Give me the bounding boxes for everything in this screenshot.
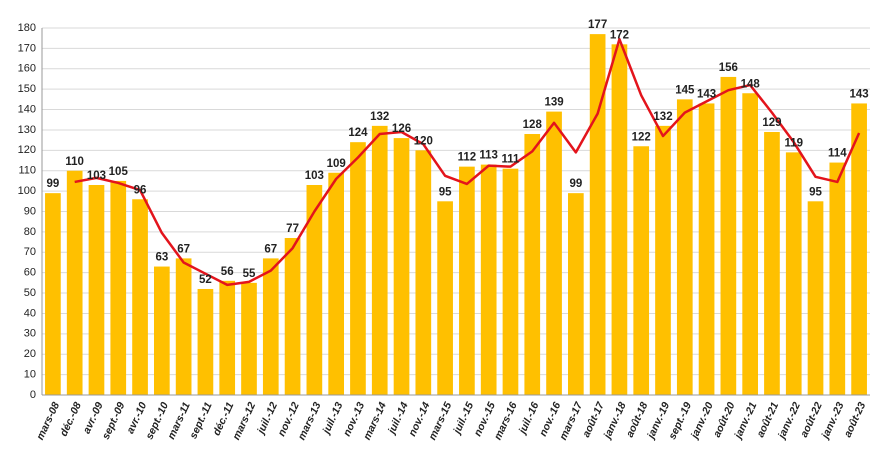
value-label: 126	[392, 123, 411, 135]
bar	[241, 282, 257, 395]
bar	[45, 193, 61, 395]
bar	[328, 172, 345, 395]
value-label: 95	[439, 186, 452, 198]
y-tick-label: 90	[24, 205, 36, 217]
value-label: 103	[305, 170, 324, 182]
bar	[371, 125, 388, 395]
y-tick-label: 30	[24, 328, 36, 340]
y-tick-label: 70	[24, 246, 36, 258]
bar	[219, 280, 236, 395]
bar	[502, 168, 519, 395]
bar	[197, 288, 214, 395]
bar	[655, 125, 671, 395]
value-label: 103	[87, 170, 106, 182]
y-tick-label: 40	[24, 307, 36, 319]
bar	[785, 152, 802, 395]
y-tick-label: 60	[24, 267, 36, 279]
bar	[546, 111, 562, 395]
x-tick-label: mars-08	[34, 400, 62, 442]
value-label: 132	[370, 111, 389, 123]
y-tick-label: 150	[18, 83, 36, 95]
bar	[88, 184, 105, 395]
value-label: 148	[741, 78, 761, 90]
bar	[110, 180, 127, 395]
value-label: 128	[523, 119, 543, 131]
value-label: 114	[828, 148, 847, 160]
value-label: 52	[199, 274, 212, 286]
value-label: 143	[850, 88, 869, 100]
value-label: 109	[327, 158, 346, 170]
line	[74, 37, 861, 287]
bar	[676, 99, 693, 395]
y-tick-label: 80	[24, 226, 36, 238]
bar	[633, 146, 650, 395]
value-label: 122	[632, 131, 651, 143]
value-label: 55	[243, 268, 256, 280]
value-label: 143	[697, 88, 716, 100]
value-label: 63	[155, 252, 168, 264]
y-tick-label: 180	[18, 22, 36, 34]
y-tick-label: 20	[24, 348, 36, 360]
value-label: 124	[348, 127, 368, 139]
value-label: 77	[286, 223, 299, 235]
value-label: 119	[784, 137, 803, 149]
value-label: 99	[46, 178, 59, 190]
y-tick-label: 160	[18, 63, 36, 75]
value-label: 132	[653, 111, 672, 123]
bar	[393, 138, 410, 395]
value-label: 56	[221, 266, 234, 278]
value-label: 105	[109, 166, 129, 178]
value-label: 129	[762, 117, 781, 129]
value-label: 99	[569, 178, 582, 190]
value-label: 156	[719, 62, 738, 74]
value-label: 113	[479, 150, 498, 162]
bar	[742, 93, 759, 395]
y-tick-label: 50	[24, 287, 36, 299]
value-label: 67	[177, 243, 190, 255]
y-tick-label: 0	[30, 389, 36, 401]
value-label: 120	[414, 135, 433, 147]
value-label: 110	[65, 156, 84, 168]
y-tick-label: 170	[18, 42, 36, 54]
bar	[851, 103, 867, 395]
bar	[829, 162, 846, 395]
bar	[437, 201, 453, 395]
bar	[807, 201, 824, 395]
bar	[66, 170, 83, 395]
value-label: 177	[588, 19, 607, 31]
bar	[589, 34, 606, 395]
y-tick-label: 120	[18, 144, 36, 156]
value-label: 172	[610, 29, 629, 41]
y-tick-label: 110	[18, 165, 36, 177]
y-tick-label: 10	[24, 369, 36, 381]
bar	[415, 150, 432, 395]
bar	[132, 199, 148, 395]
bar	[459, 166, 475, 395]
bar	[524, 134, 541, 395]
value-label: 67	[264, 243, 277, 255]
bar	[567, 193, 584, 395]
bar	[611, 44, 628, 396]
bar	[698, 103, 715, 395]
y-tick-label: 140	[18, 103, 36, 115]
value-label: 145	[675, 84, 695, 96]
bar	[764, 131, 780, 395]
bar	[306, 184, 323, 395]
value-label: 112	[458, 152, 477, 164]
y-tick-label: 130	[18, 124, 36, 136]
value-label: 111	[502, 154, 521, 166]
bar	[175, 258, 192, 395]
bar	[262, 258, 279, 395]
value-label: 139	[544, 97, 563, 109]
bar	[720, 76, 737, 395]
bar	[350, 142, 366, 395]
value-label: 96	[134, 184, 147, 196]
bar	[480, 164, 497, 395]
y-tick-label: 100	[18, 185, 36, 197]
bar	[153, 266, 170, 395]
value-label: 95	[809, 186, 822, 198]
bar	[284, 238, 301, 395]
